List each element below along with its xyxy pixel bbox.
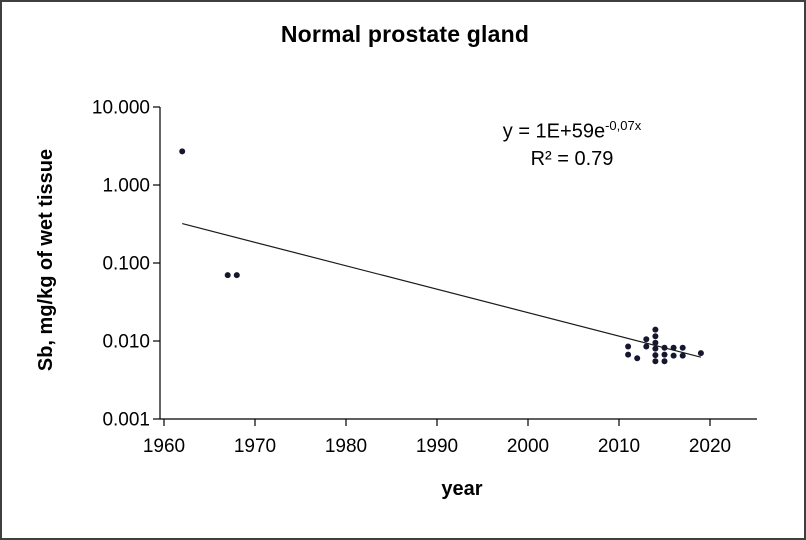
x-axis-tick-label: 1970 bbox=[234, 436, 276, 457]
data-point bbox=[652, 358, 659, 365]
data-point bbox=[643, 336, 650, 343]
data-point bbox=[233, 272, 240, 279]
y-axis-title: Sb, mg/kg of wet tissue bbox=[35, 148, 57, 372]
y-axis-tick-label: 1.000 bbox=[102, 176, 150, 197]
data-point bbox=[625, 343, 632, 350]
trendline-equation: y = 1E+59e-0,07x R² = 0.79 bbox=[442, 112, 702, 173]
x-axis-tick-label: 1990 bbox=[416, 436, 458, 457]
data-point bbox=[679, 352, 686, 359]
data-point bbox=[652, 339, 659, 346]
data-point bbox=[670, 352, 677, 359]
data-point bbox=[670, 344, 677, 351]
x-axis-tick-label: 2000 bbox=[507, 436, 549, 457]
data-point bbox=[661, 351, 668, 358]
data-point bbox=[652, 326, 659, 333]
trendline bbox=[182, 223, 702, 358]
chart-title: Normal prostate gland bbox=[280, 21, 530, 47]
x-axis-title: year bbox=[441, 478, 483, 500]
x-axis-tick-label: 2020 bbox=[689, 436, 731, 457]
data-point bbox=[661, 344, 668, 351]
data-point bbox=[652, 352, 659, 359]
data-point bbox=[652, 345, 659, 352]
data-point bbox=[625, 351, 632, 358]
data-point bbox=[643, 343, 650, 350]
y-axis-tick-label: 10.000 bbox=[92, 98, 150, 119]
data-point bbox=[634, 355, 641, 362]
x-axis-tick-label: 2010 bbox=[598, 436, 640, 457]
data-point bbox=[661, 358, 668, 365]
y-axis-tick-label: 0.010 bbox=[102, 332, 150, 353]
x-axis-tick-label: 1980 bbox=[325, 436, 367, 457]
y-axis-tick-label: 0.001 bbox=[102, 410, 150, 431]
r-squared-label: R² = 0.79 bbox=[530, 147, 614, 170]
trendline-equation-line: y = 1E+59e-0,07x bbox=[442, 112, 702, 146]
y-axis-tick-label: 0.100 bbox=[102, 254, 150, 275]
data-point bbox=[697, 350, 704, 357]
data-point bbox=[224, 272, 231, 279]
x-axis-tick-label: 1960 bbox=[143, 436, 185, 457]
data-point bbox=[679, 344, 686, 351]
data-point bbox=[652, 333, 659, 340]
equation-base: y = 1E+59e bbox=[502, 120, 606, 143]
data-point bbox=[179, 148, 186, 155]
equation-exponent: -0,07x bbox=[605, 118, 642, 133]
